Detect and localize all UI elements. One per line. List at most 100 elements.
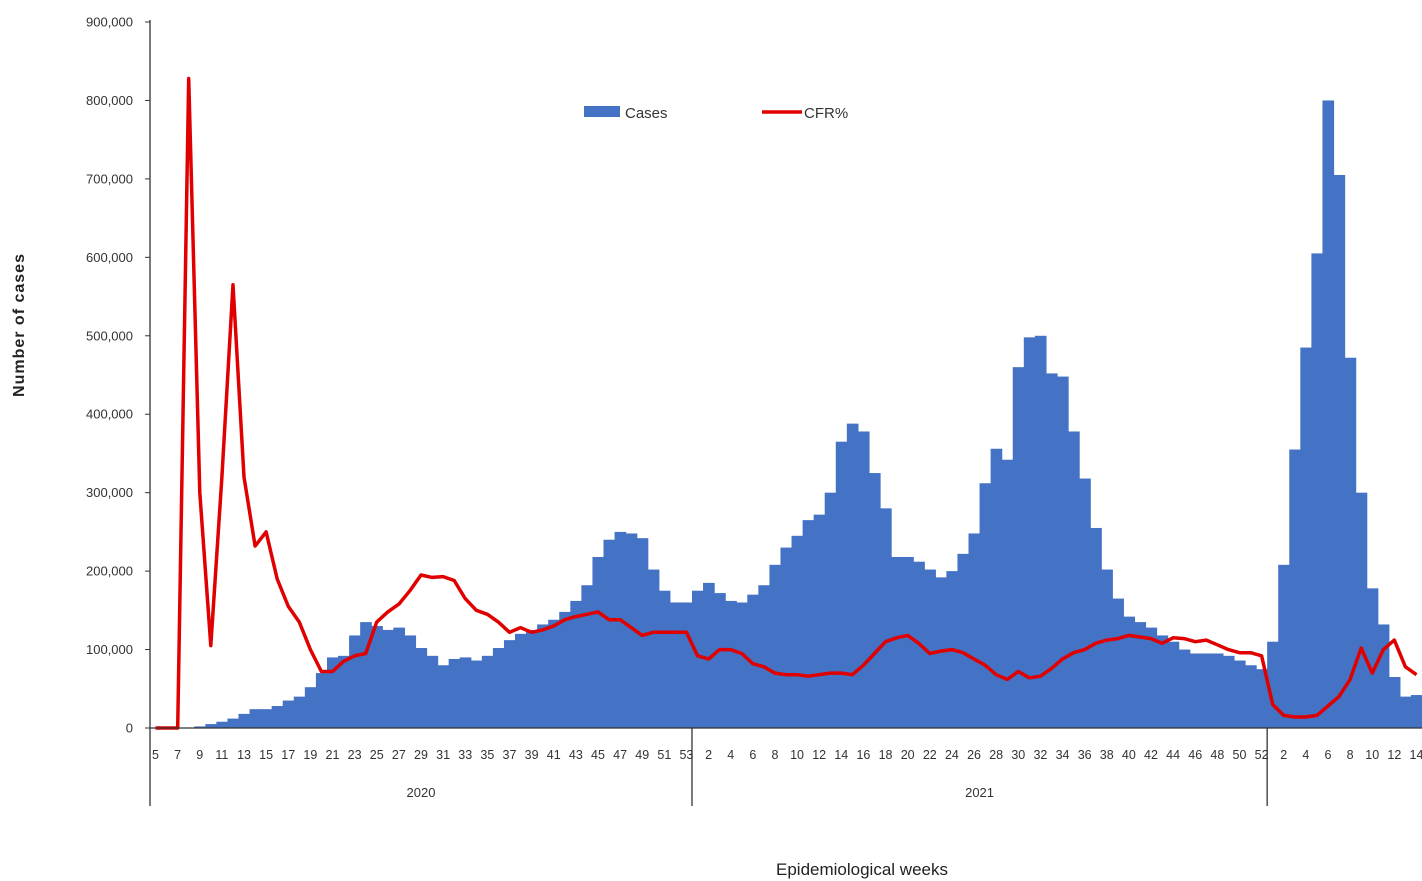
case-bar [260,709,273,728]
x-tick-label: 16 [856,748,870,762]
x-tick-label: 46 [1188,748,1202,762]
case-bar [868,473,881,728]
case-bar [271,706,284,728]
x-tick-label: 48 [1210,748,1224,762]
case-bar [891,556,903,728]
case-bar [205,724,217,728]
case-bar [338,655,350,728]
case-bar [1333,174,1346,728]
x-tick-label: 34 [1056,748,1070,762]
case-bar [813,514,826,728]
case-bar [238,713,251,728]
case-bar [426,655,439,728]
case-bar [415,647,428,728]
x-tick-label: 51 [657,748,671,762]
case-bar [315,673,328,728]
x-tick-label: 38 [1100,748,1114,762]
case-bar [526,629,538,728]
case-bar [470,660,483,728]
x-tick-label: 44 [1166,748,1180,762]
legend: Cases CFR% [584,105,848,122]
x-tick-label: 25 [370,748,384,762]
case-bar [791,535,804,728]
case-bar [492,647,505,728]
case-bar [747,594,759,728]
y-tick-label: 300,000 [86,485,133,500]
x-tick-label: 20 [901,748,915,762]
case-bar [1311,253,1324,728]
x-tick-label: 19 [303,748,317,762]
x-tick-label: 40 [1122,748,1136,762]
case-bar [382,629,394,728]
x-tick-label: 5 [152,748,159,762]
case-bar [1355,492,1368,728]
case-bar [559,611,571,728]
case-bar [459,657,472,728]
cfr-line [155,76,1418,730]
case-bar [1167,641,1180,728]
case-bar [968,533,981,728]
case-bar [194,726,206,728]
x-tick-label: 4 [1302,748,1309,762]
case-bar [1178,649,1191,728]
case-bar [503,640,516,728]
x-tick-label: 6 [749,748,756,762]
y-tick-label: 0 [126,721,133,736]
case-bar [758,585,771,728]
cases-bars [194,100,1422,728]
case-bar [824,492,837,728]
x-tick-label: 13 [237,748,251,762]
case-bar [537,624,549,728]
case-bar [924,569,936,728]
legend-cases-swatch [584,106,620,117]
x-tick-label: 24 [945,748,959,762]
case-bar [1023,337,1036,728]
x-tick-label: 49 [635,748,649,762]
x-tick-label: 23 [348,748,362,762]
x-tick-label: 41 [547,748,561,762]
x-tick-label: 53 [679,748,693,762]
case-bar [1211,653,1224,728]
case-bar [1045,373,1058,728]
year-label: 2020 [407,785,436,800]
case-bar [1134,622,1147,728]
x-tick-label: 4 [727,748,734,762]
case-bar [857,431,870,728]
y-tick-label: 800,000 [86,93,133,108]
case-bar [481,655,494,728]
x-tick-label: 43 [569,748,583,762]
x-tick-label: 12 [1387,748,1401,762]
case-bar [227,718,240,728]
x-tick-label: 45 [591,748,605,762]
x-tick-label: 42 [1144,748,1158,762]
legend-cfr-label: CFR% [804,105,848,122]
case-bar [1377,624,1390,728]
x-tick-label: 9 [196,748,203,762]
x-tick-label: 33 [458,748,472,762]
x-tick-label: 28 [989,748,1003,762]
case-bar [1156,635,1169,728]
case-bar [1256,669,1268,728]
x-tick-label: 22 [923,748,937,762]
y-tick-label: 700,000 [86,171,133,186]
y-tick-label: 100,000 [86,642,133,657]
case-bar [1123,616,1136,728]
x-tick-label: 10 [790,748,804,762]
x-tick-label: 26 [967,748,981,762]
case-bar [680,602,693,728]
legend-cases-label: Cases [625,105,668,122]
case-bar [603,539,616,728]
case-bar [846,423,859,728]
case-bar [1189,653,1202,728]
x-tick-label: 8 [1347,748,1354,762]
case-bar [1001,459,1014,728]
x-tick-label: 52 [1255,748,1269,762]
case-bar [393,627,405,728]
x-tick-label: 50 [1233,748,1247,762]
case-bar [1289,449,1301,728]
y-tick-label: 600,000 [86,250,133,265]
case-bar [1012,367,1025,728]
year-label: 2021 [965,785,994,800]
case-bar [1233,660,1246,728]
